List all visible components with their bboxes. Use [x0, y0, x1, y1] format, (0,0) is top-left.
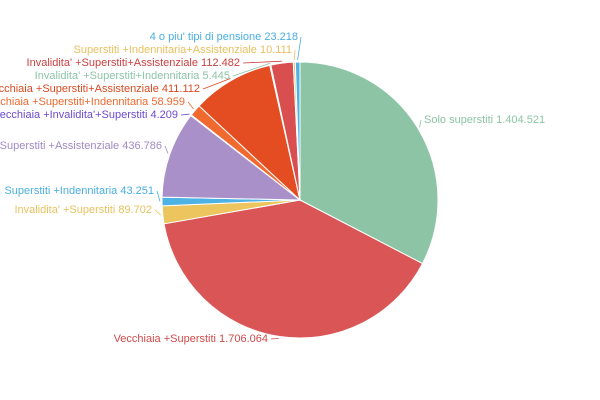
leader-line: [187, 101, 194, 110]
leader-line: [232, 62, 271, 77]
slice-labels: Solo superstiti 1.404.521 Vecchiaia +Supe…: [0, 31, 545, 345]
slice-label: Vecchiaia +Invalidita'+Superstiti 4.209: [0, 109, 178, 121]
slice-label: Superstiti +Indennitaria 43.251: [4, 185, 154, 197]
leader-line: [180, 113, 190, 116]
leader-line: [156, 190, 161, 202]
slice-label: Invalidita' +Superstiti+Indennitaria 5.4…: [35, 70, 230, 82]
pie-slice: [198, 64, 301, 202]
slice-label: Superstiti +Assistenziale 436.786: [0, 140, 162, 152]
leader-line: [297, 36, 302, 61]
slice-label: Superstiti +Indennitaria+Assistenziale 1…: [73, 44, 292, 56]
leader-line: [419, 119, 422, 128]
slice-label: Invalidita' +Superstiti 89.702: [14, 204, 152, 216]
slice-label: Solo superstiti 1.404.521: [424, 114, 545, 126]
leader-line: [270, 337, 279, 340]
pie-slices: [161, 61, 439, 339]
leader-line: [202, 78, 231, 90]
leader-line: [164, 145, 169, 154]
slice-label: Vecchiaia +Superstiti 1.706.064: [114, 333, 268, 345]
leader-line: [154, 209, 162, 216]
slice-label: Vecchiaia +Superstiti+Assistenziale 411.…: [0, 83, 200, 95]
slice-label: Invalidita' +Superstiti+Assistenziale 11…: [27, 57, 240, 69]
pie-slice: [163, 199, 424, 339]
slice-label: 4 o piu' tipi di pensione 23.218: [150, 31, 298, 43]
leader-lines: [154, 36, 422, 340]
leader-line: [293, 49, 296, 61]
pie-slice: [299, 61, 439, 265]
leader-line: [242, 60, 282, 64]
pie-slice: [161, 114, 302, 201]
slice-label: Vecchiaia +Superstiti+Indennitaria 58.95…: [0, 96, 185, 108]
pie-slice: [294, 61, 301, 201]
